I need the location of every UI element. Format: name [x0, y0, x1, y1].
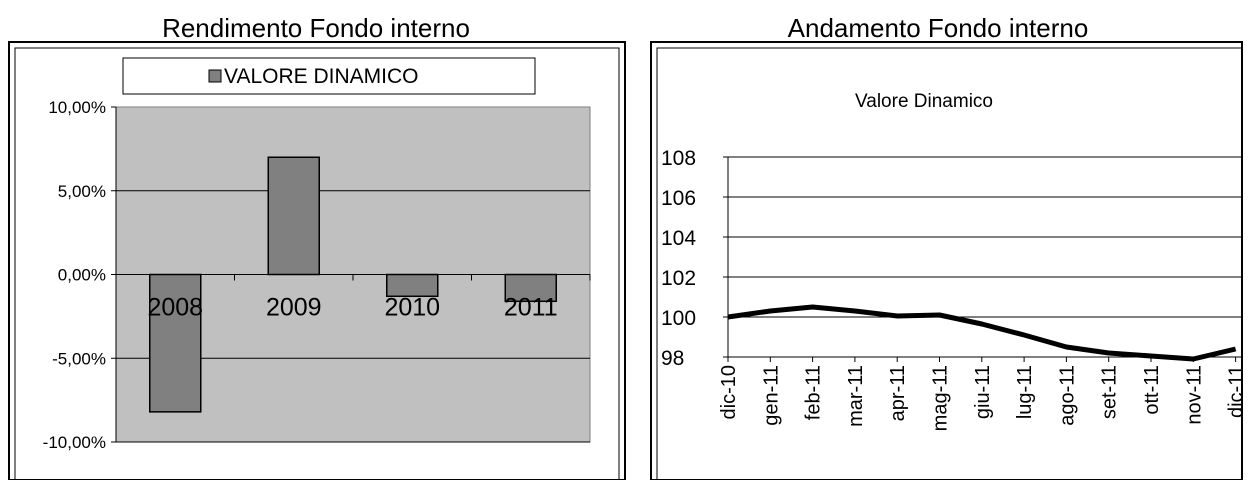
right-x-tick-label: ott-11: [1141, 365, 1163, 415]
left-x-tick-label: 2011: [504, 294, 558, 322]
right-x-tick-label: set-11: [1099, 365, 1121, 419]
left-legend-swatch: [208, 69, 222, 83]
right-x-tick-label: lug-11: [1014, 365, 1036, 419]
right-x-tick-label: mag-11: [930, 365, 952, 431]
right-x-tick-label: feb-11: [803, 365, 825, 420]
left-y-tick-label: -5,00%: [52, 349, 106, 368]
right-x-tick-label: ago-11: [1056, 365, 1078, 426]
left-chart-title: Rendimento Fondo interno: [162, 13, 470, 43]
right-x-tick-label: gen-11: [760, 365, 782, 426]
left-x-tick-label: 2010: [384, 294, 440, 322]
right-x-tick-label: giu-11: [972, 365, 994, 419]
right-x-tick-label: apr-11: [887, 365, 909, 421]
left-legend-label: VALORE DINAMICO: [224, 65, 418, 88]
right-chart-subtitle: Valore Dinamico: [855, 91, 993, 112]
right-series-line: [727, 304, 1237, 362]
right-x-tick-label: dic-11: [1226, 365, 1248, 418]
right-y-tick-label: 102: [661, 267, 696, 290]
left-y-tick-label: 10,00%: [48, 98, 106, 117]
right-y-tick-label: 100: [661, 307, 696, 330]
right-y-tick-label: 98: [661, 347, 684, 370]
left-bar: [504, 273, 557, 303]
left-chart-inner-frame: [14, 47, 620, 480]
right-y-tick-label: 108: [661, 147, 696, 170]
right-y-tick-label: 106: [661, 187, 696, 210]
left-y-tick-label: 5,00%: [58, 182, 106, 201]
right-y-tick-label: 104: [661, 227, 696, 250]
left-bar: [386, 273, 439, 298]
right-x-tick-label: nov-11: [1183, 365, 1205, 425]
left-y-tick-label: -10,00%: [43, 433, 106, 452]
left-legend: [122, 57, 536, 95]
left-bar: [149, 273, 202, 413]
right-x-tick-label: dic-10: [718, 365, 740, 419]
left-y-tick-label: 0,00%: [58, 266, 106, 285]
right-chart-title: Andamento Fondo interno: [787, 13, 1089, 43]
right-chart-frame: [650, 41, 1243, 480]
left-bar: [267, 156, 320, 276]
left-x-tick-label: 2009: [266, 294, 322, 322]
left-x-tick-label: 2008: [147, 294, 203, 322]
right-x-tick-label: mar-11: [845, 365, 867, 427]
right-chart-inner-frame: [656, 47, 1243, 480]
